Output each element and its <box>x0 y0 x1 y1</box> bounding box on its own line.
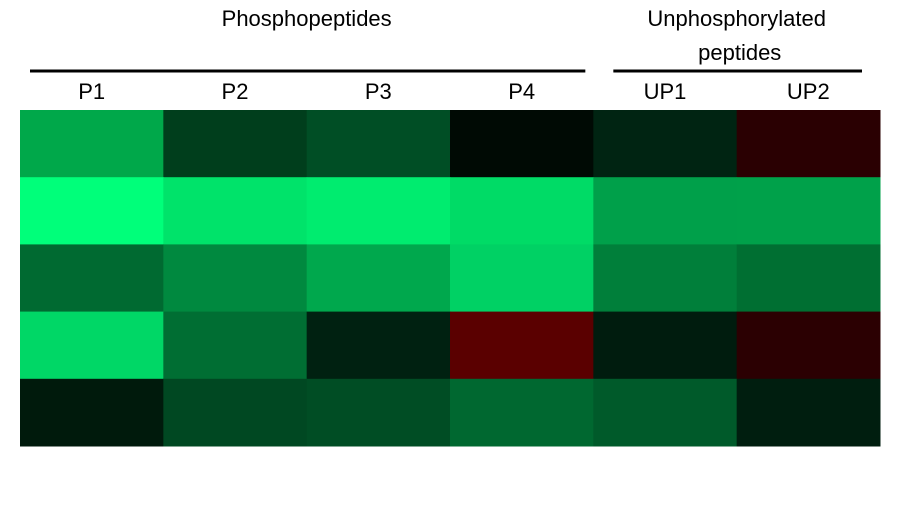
heatmap-cell <box>20 311 164 380</box>
heatmap-cell <box>450 311 594 380</box>
heatmap-cell <box>20 244 164 313</box>
heatmap-cell <box>306 177 451 245</box>
heatmap-cell <box>163 311 308 380</box>
heatmap-cell <box>593 311 738 380</box>
heatmap-cell <box>163 110 308 178</box>
heatmap-cell <box>593 110 738 178</box>
group-label: Unphosphorylated peptides <box>647 6 826 65</box>
heatmap-cell <box>450 177 594 245</box>
column-label: P1 <box>78 79 105 104</box>
heatmap-cell <box>450 110 594 178</box>
heatmap-cell <box>306 110 451 178</box>
heatmap-cell <box>163 378 308 447</box>
column-label: P3 <box>365 79 392 104</box>
heatmap-cell <box>20 110 164 178</box>
heatmap-cell <box>306 311 451 380</box>
group-label: Phosphopeptides <box>222 6 392 31</box>
heatmap-cell <box>163 177 308 245</box>
heatmap-cell <box>736 177 881 245</box>
column-label: P4 <box>508 79 535 104</box>
column-label: UP2 <box>787 79 830 104</box>
heatmap-cell <box>736 244 881 313</box>
heatmap-cell <box>20 177 164 245</box>
heatmap-cell <box>736 311 881 380</box>
column-label: P2 <box>222 79 249 104</box>
heatmap-cell <box>20 378 164 447</box>
heatmap-cell <box>736 378 881 447</box>
heatmap-cell <box>593 244 738 313</box>
column-label: UP1 <box>644 79 687 104</box>
heatmap-cell <box>306 244 451 313</box>
heatmap-cell <box>593 378 738 447</box>
heatmap-cell <box>736 110 881 178</box>
heatmap-cell <box>306 378 451 447</box>
heatmap-cell <box>593 177 738 245</box>
heatmap-cell <box>450 244 594 313</box>
heatmap-cell <box>163 244 308 313</box>
heatmap-cell <box>450 378 594 447</box>
